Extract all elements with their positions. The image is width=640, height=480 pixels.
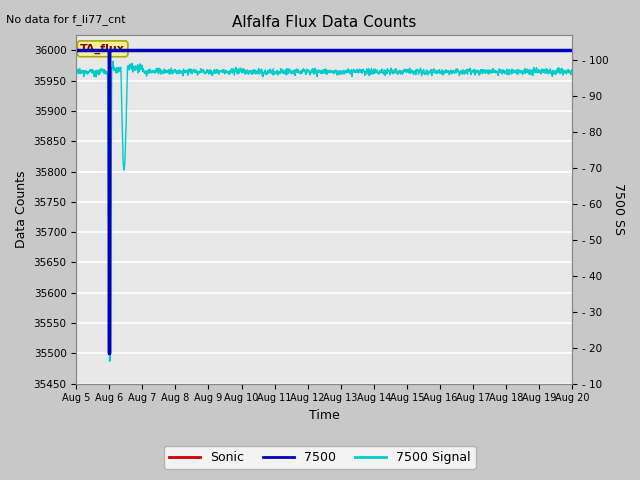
Y-axis label: 7500 SS: 7500 SS — [612, 183, 625, 235]
Y-axis label: Data Counts: Data Counts — [15, 171, 28, 248]
Text: No data for f_li77_cnt: No data for f_li77_cnt — [6, 13, 126, 24]
Title: Alfalfa Flux Data Counts: Alfalfa Flux Data Counts — [232, 15, 416, 30]
Text: TA_flux: TA_flux — [80, 44, 125, 54]
X-axis label: Time: Time — [308, 409, 339, 422]
Legend: Sonic, 7500, 7500 Signal: Sonic, 7500, 7500 Signal — [164, 446, 476, 469]
